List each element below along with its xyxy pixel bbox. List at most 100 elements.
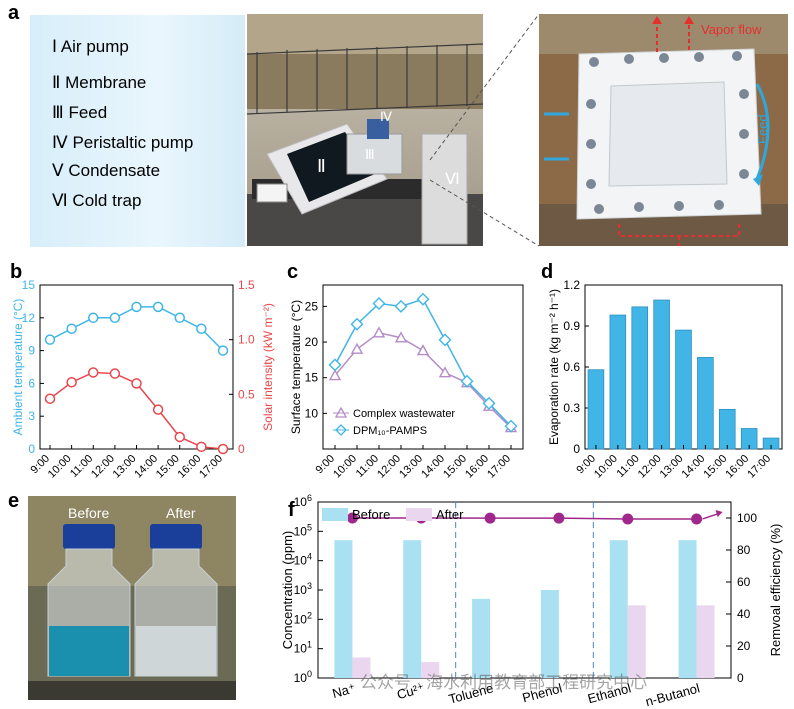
bar-after xyxy=(696,605,715,678)
y2-tick-label: 20 xyxy=(737,639,751,653)
marker-feed: Ⅲ xyxy=(365,146,375,162)
legend-label: Feed xyxy=(68,103,108,122)
bar-after xyxy=(627,605,646,678)
legend-item-4: Ⅳ Peristaltic pump xyxy=(52,133,193,153)
x-tick-label: 10:00 xyxy=(592,453,620,481)
panel-label-c: c xyxy=(287,261,298,283)
y-axis-label: Evaporation rate (kg m⁻² h⁻¹) xyxy=(547,289,561,445)
x-tick-label: 13:00 xyxy=(658,453,686,481)
y-tick-label: 104 xyxy=(294,552,312,568)
x-tick-label: 13:00 xyxy=(397,453,425,481)
x-tick-label: 12:00 xyxy=(636,453,664,481)
x-tick-label: 12:00 xyxy=(375,453,403,481)
bar-before xyxy=(334,540,353,678)
efficiency-point xyxy=(553,512,565,524)
legend-label: Cold trap xyxy=(72,191,142,210)
data-point-diamond xyxy=(482,396,496,410)
y2-tick-label: 40 xyxy=(737,607,751,621)
y-tick-label: 10 xyxy=(305,406,319,420)
data-point xyxy=(174,312,185,324)
x-tick-label: 10:00 xyxy=(46,453,74,481)
x-tick-label: 15:00 xyxy=(441,453,469,481)
efficiency-point xyxy=(346,512,358,524)
efficiency-point xyxy=(484,512,496,524)
x-tick-label: 17:00 xyxy=(197,453,225,481)
x-tick-label: 14:00 xyxy=(132,453,160,481)
module-photo-art: Vapor flow Feed xyxy=(539,14,788,246)
data-point xyxy=(44,334,56,345)
y-axis-label: Ambient temperature (°C) xyxy=(11,299,25,436)
y-tick-label: 106 xyxy=(294,493,312,509)
legend-numeral: Ⅵ xyxy=(52,191,68,210)
legend-numeral: Ⅱ xyxy=(52,73,61,92)
data-point xyxy=(44,393,56,404)
bar xyxy=(718,408,736,450)
legend-swatch xyxy=(322,508,348,521)
data-point-diamond xyxy=(460,374,474,388)
plot-frame xyxy=(317,501,732,679)
y-tick-label: 105 xyxy=(294,522,312,538)
before-label: Before xyxy=(68,505,109,521)
legend-item-5: Ⅴ Condensate xyxy=(52,161,160,181)
bar-before xyxy=(403,540,422,678)
y2-tick-label: 80 xyxy=(737,543,751,557)
data-point xyxy=(217,345,229,356)
after-label: After xyxy=(166,505,196,521)
data-point-diamond xyxy=(350,317,364,331)
efficiency-arrowhead xyxy=(715,509,723,517)
setup-photo: Ⅱ Ⅲ Ⅳ Ⅵ xyxy=(247,14,483,246)
bar-after xyxy=(421,662,440,678)
legend-label: After xyxy=(436,507,464,522)
y2-tick-label: 1.5 xyxy=(238,278,255,292)
bar-before xyxy=(540,590,559,678)
data-point-triangle xyxy=(438,366,452,378)
panel-label-d: d xyxy=(541,261,553,283)
legend-label: Before xyxy=(352,507,390,522)
data-point xyxy=(88,367,99,378)
vapor-flow-label: Vapor flow xyxy=(701,22,762,37)
y-tick-label: 6 xyxy=(28,376,35,390)
x-tick-label: Cu²⁺ xyxy=(395,680,426,702)
data-point-triangle xyxy=(372,326,386,338)
y-tick-label: 3 xyxy=(28,409,35,423)
data-point xyxy=(66,323,77,334)
legend-label: DPM₁₀-PAMPS xyxy=(353,425,427,437)
legend-swatch xyxy=(406,508,432,521)
efficiency-point xyxy=(622,513,634,525)
x-tick-label: 16:00 xyxy=(463,453,491,481)
x-tick-label: 11:00 xyxy=(68,453,95,480)
data-point xyxy=(196,441,207,453)
y-axis-label: Concentration (ppm) xyxy=(280,531,295,650)
y-tick-label: 15 xyxy=(22,278,36,292)
y-tick-label: 9 xyxy=(28,344,35,358)
bottles-photo-art: Before After xyxy=(28,496,236,700)
y2-tick-label: 0 xyxy=(737,671,744,685)
y-tick-label: 15 xyxy=(305,371,319,385)
marker-membrane: Ⅱ xyxy=(317,156,326,176)
y-tick-label: 101 xyxy=(294,640,312,656)
y2-tick-label: 0.5 xyxy=(238,387,255,401)
y2-axis-label: Remvoal efficiency (%) xyxy=(768,524,783,657)
data-point xyxy=(196,323,207,334)
y-tick-label: 12 xyxy=(22,311,36,325)
data-point-diamond xyxy=(394,299,408,313)
bar-before xyxy=(472,598,491,678)
data-point-triangle xyxy=(328,369,342,381)
y2-tick-label: 60 xyxy=(737,575,751,589)
y-tick-label: 20 xyxy=(305,335,319,349)
x-tick-label: 11:00 xyxy=(614,453,641,480)
equipment-legend: Ⅰ Air pump Ⅱ Membrane Ⅲ Feed Ⅳ Peristalt… xyxy=(30,15,245,247)
x-tick-label: 16:00 xyxy=(176,453,204,481)
y-tick-label: 100 xyxy=(294,669,312,685)
x-tick-label: Na⁺ xyxy=(331,680,358,701)
module-photo: Vapor flow Feed xyxy=(539,14,788,246)
panel-label-f: f xyxy=(288,499,295,521)
data-point-diamond xyxy=(372,297,386,311)
watermark: 公众号 · 海水利用教育部工程研究中心 xyxy=(360,673,648,692)
bar xyxy=(587,369,605,450)
chart-c: c101520259:0010:0011:0012:0013:0014:0015… xyxy=(287,261,524,481)
legend-item-6: Ⅵ Cold trap xyxy=(52,191,141,211)
marker-pump: Ⅳ xyxy=(380,109,392,124)
chart-b: b0369121500.51.01.59:0010:0011:0012:0013… xyxy=(10,261,275,481)
bar xyxy=(631,306,649,450)
